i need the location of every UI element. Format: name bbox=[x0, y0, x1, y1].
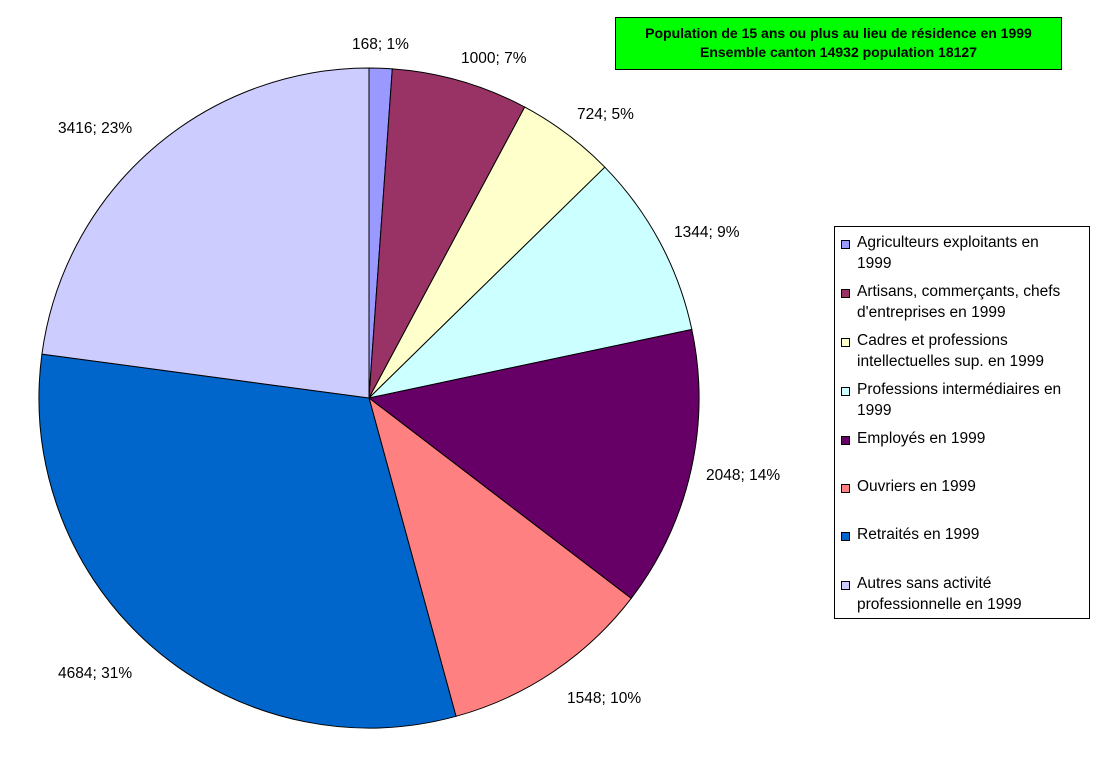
legend-label: Employés en 1999 bbox=[857, 430, 986, 447]
legend-item-1: Agriculteurs exploitants en 1999 bbox=[835, 229, 1089, 272]
slice-label-1: 168; 1% bbox=[352, 36, 409, 53]
legend-label: Artisans, commerçants, chefs d'entrepris… bbox=[857, 283, 1061, 321]
chart-title-line-2: Ensemble canton 14932 population 18127 bbox=[700, 44, 977, 60]
legend-swatch bbox=[841, 338, 850, 347]
legend-swatch bbox=[841, 581, 850, 590]
legend-item-6: Ouvriers en 1999 bbox=[835, 473, 1089, 513]
legend-item-5: Employés en 1999 bbox=[835, 425, 1089, 465]
pie-slice-4 bbox=[367, 166, 693, 399]
legend-swatch bbox=[841, 532, 850, 541]
pie-slice-8 bbox=[41, 67, 370, 399]
legend-label: Cadres et professions intellectuelles su… bbox=[857, 332, 1044, 370]
slice-label-8: 3416; 23% bbox=[58, 120, 132, 137]
pie-slice-5 bbox=[367, 328, 700, 600]
legend-item-3: Cadres et professions intellectuelles su… bbox=[835, 327, 1089, 370]
slice-label-4: 1344; 9% bbox=[674, 224, 740, 241]
slice-label-7: 4684; 31% bbox=[58, 665, 132, 682]
chart-title: Population de 15 ans ou plus au lieu de … bbox=[615, 17, 1062, 70]
legend-label: Agriculteurs exploitants en 1999 bbox=[857, 234, 1039, 272]
legend-label: Ouvriers en 1999 bbox=[857, 478, 976, 495]
pie-slice-2 bbox=[368, 68, 526, 399]
pie-slice-7 bbox=[38, 353, 457, 729]
legend-swatch bbox=[841, 387, 850, 396]
pie-slices bbox=[38, 67, 700, 729]
slice-label-2: 1000; 7% bbox=[461, 50, 527, 67]
legend-swatch bbox=[841, 289, 850, 298]
chart-title-line-1: Population de 15 ans ou plus au lieu de … bbox=[645, 25, 1032, 41]
slice-label-5: 2048; 14% bbox=[706, 467, 780, 484]
chart-legend: Agriculteurs exploitants en 1999 Artisans… bbox=[834, 226, 1090, 619]
slice-label-6: 1548; 10% bbox=[567, 690, 641, 707]
slice-labels: 168; 1% 1000; 7% 724; 5% 1344; 9% 2048; 14% 1… bbox=[58, 36, 780, 707]
legend-swatch bbox=[841, 240, 850, 249]
legend-item-2: Artisans, commerçants, chefs d'entrepris… bbox=[835, 278, 1089, 321]
legend-item-4: Professions intermédiaires en 1999 bbox=[835, 376, 1089, 419]
legend-item-7: Retraités en 1999 bbox=[835, 521, 1089, 561]
legend-label: Retraités en 1999 bbox=[857, 526, 980, 543]
legend-swatch bbox=[841, 484, 850, 493]
legend-item-8: Autres sans activité professionnelle en … bbox=[835, 570, 1089, 613]
slice-label-3: 724; 5% bbox=[577, 106, 634, 123]
legend-label: Professions intermédiaires en 1999 bbox=[857, 381, 1062, 419]
legend-swatch bbox=[841, 436, 850, 445]
legend-label: Autres sans activité professionnelle en … bbox=[857, 575, 1022, 613]
